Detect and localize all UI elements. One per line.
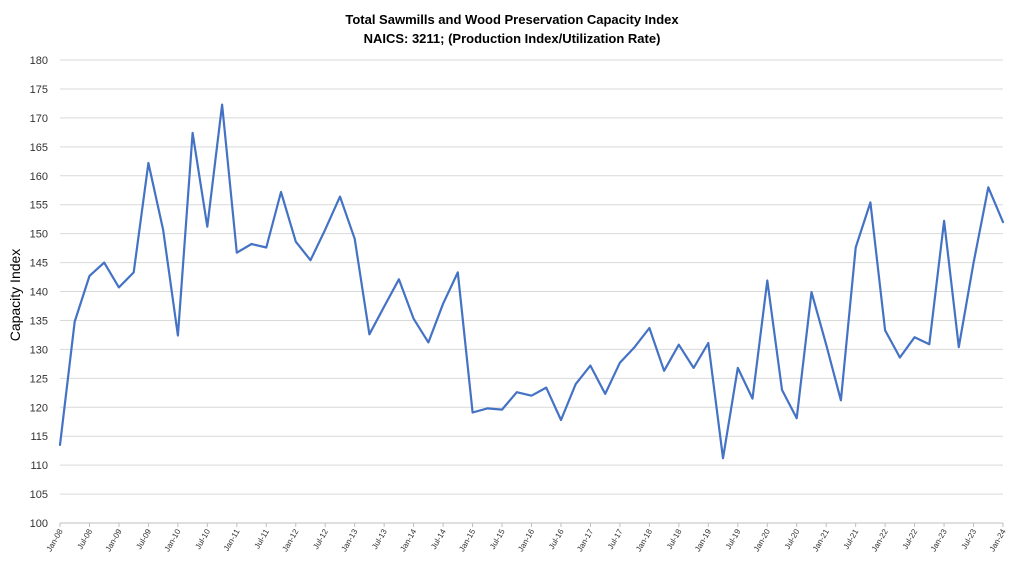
- y-tick-label: 140: [30, 287, 48, 299]
- x-tick-label: Jul-13: [370, 527, 389, 551]
- x-tick-label: Jan-23: [929, 527, 949, 553]
- x-tick-label: Jul-14: [429, 527, 448, 551]
- y-tick-label: 100: [30, 518, 48, 530]
- x-tick-label: Jan-19: [693, 527, 713, 553]
- y-tick-label: 165: [30, 142, 48, 154]
- x-tick-label: Jan-10: [163, 527, 183, 553]
- x-tick-label: Jul-12: [311, 527, 330, 551]
- y-tick-label: 160: [30, 171, 48, 183]
- x-axis: Jan-08 Jul-08 Jan-09 Jul-09 Jan-10 Jul-10 Jan-…: [45, 522, 1008, 553]
- y-axis-label: Capacity Index: [7, 249, 23, 342]
- x-tick-label: Jul-19: [724, 527, 743, 551]
- x-tick-label: Jul-15: [488, 527, 507, 551]
- x-tick-label: Jul-08: [76, 527, 95, 551]
- y-tick-label: 105: [30, 489, 48, 501]
- y-tick-label: 145: [30, 258, 48, 270]
- y-tick-label: 120: [30, 402, 48, 414]
- x-tick-label: Jan-08: [45, 527, 65, 553]
- x-tick-label: Jan-22: [870, 527, 890, 553]
- x-tick-label: Jan-09: [104, 527, 124, 553]
- x-tick-label: Jul-10: [193, 527, 212, 551]
- y-tick-label: 155: [30, 200, 48, 212]
- y-tick-label: 110: [30, 460, 48, 472]
- y-tick-label: 130: [30, 344, 48, 356]
- x-tick-label: Jan-16: [516, 527, 536, 553]
- y-tick-label: 135: [30, 315, 48, 327]
- y-tick-label: 150: [30, 229, 48, 241]
- x-tick-label: Jul-21: [842, 527, 861, 551]
- x-tick-label: Jan-15: [457, 527, 477, 553]
- x-tick-label: Jan-11: [222, 527, 242, 553]
- chart-subtitle: NAICS: 3211; (Production Index/Utilizati…: [363, 31, 661, 46]
- y-tick-label: 175: [30, 84, 48, 96]
- x-tick-label: Jul-20: [783, 527, 802, 551]
- series-layer: [58, 103, 1005, 460]
- y-tick-label: 115: [30, 431, 48, 443]
- x-tick-label: Jul-11: [253, 527, 272, 550]
- x-tick-label: Jul-18: [665, 527, 684, 551]
- y-tick-label: 125: [30, 373, 48, 385]
- x-tick-label: Jan-21: [811, 527, 831, 553]
- x-tick-label: Jul-22: [901, 527, 920, 551]
- x-tick-label: Jul-17: [606, 527, 625, 551]
- chart-title: Total Sawmills and Wood Preservation Cap…: [345, 12, 679, 27]
- x-tick-label: Jan-12: [280, 527, 300, 553]
- y-tick-label: 180: [30, 55, 48, 67]
- x-tick-label: Jan-14: [398, 527, 418, 553]
- gridlines: [60, 59, 1003, 524]
- series-line: [58, 103, 1005, 460]
- x-tick-label: Jan-13: [339, 527, 359, 553]
- x-tick-label: Jan-20: [752, 527, 772, 553]
- x-tick-label: Jul-16: [547, 527, 566, 551]
- y-tick-label: 170: [30, 113, 48, 125]
- x-tick-label: Jan-18: [634, 527, 654, 553]
- x-tick-label: Jan-24: [988, 527, 1008, 553]
- x-tick-label: Jul-09: [134, 527, 153, 551]
- x-tick-label: Jan-17: [575, 527, 595, 553]
- x-tick-label: Jul-23: [960, 527, 979, 551]
- y-axis: 100 105 110 115 120 125 130 135 140 145 150 155 160 1…: [30, 55, 48, 530]
